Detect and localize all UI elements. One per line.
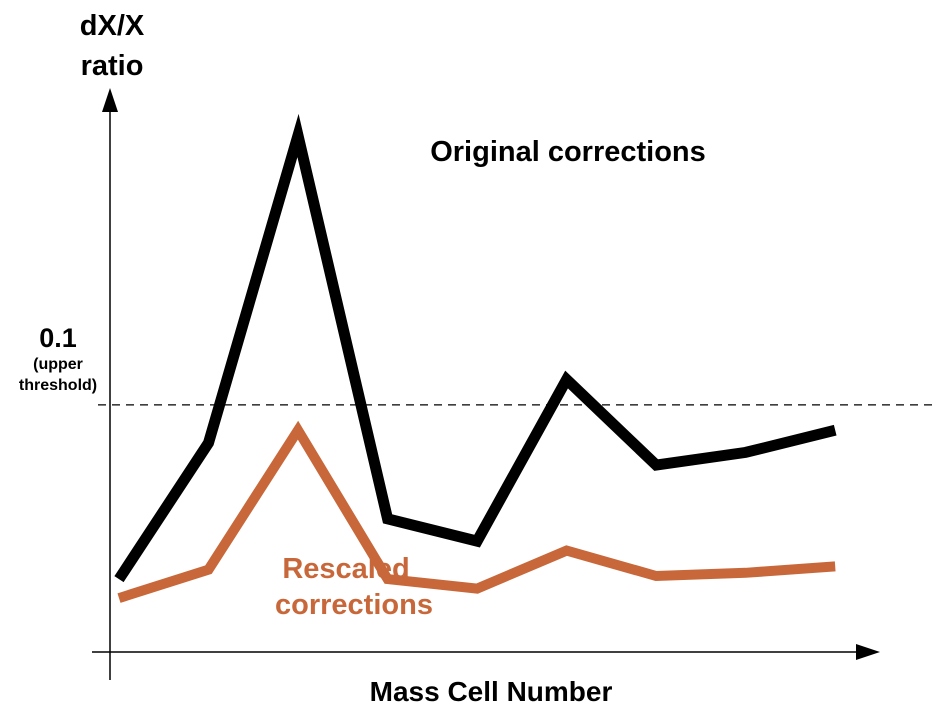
threshold-caption-line2: threshold) xyxy=(19,377,97,394)
series-line-original xyxy=(114,113,837,583)
x-axis-arrowhead xyxy=(856,644,880,660)
plot-area xyxy=(92,88,935,680)
y-axis-arrowhead xyxy=(102,88,118,112)
series-label-rescaled: Rescaled xyxy=(282,553,409,585)
series-label-original: Original corrections xyxy=(430,136,706,168)
series-label-rescaled-line2: corrections xyxy=(275,589,433,621)
y-axis-title-line2: ratio xyxy=(81,50,144,82)
series-line-rescaled xyxy=(117,420,836,603)
threshold-caption-line1: (upper xyxy=(33,356,83,373)
y-axis-title-line1: dX/X xyxy=(80,10,145,42)
threshold-value-label: 0.1 xyxy=(39,323,77,353)
x-axis-title: Mass Cell Number xyxy=(370,676,613,707)
